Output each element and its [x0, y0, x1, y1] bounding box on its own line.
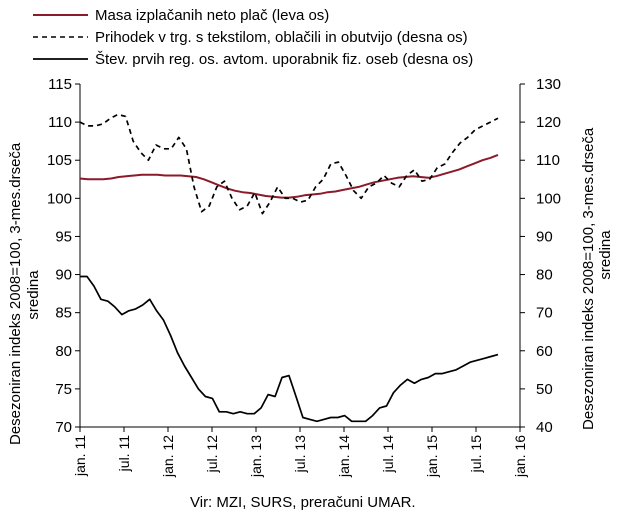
- series-line-1: [79, 113, 499, 215]
- legend-label-textile: Prihodek v trg. s tekstilom, oblačili in…: [95, 29, 468, 46]
- x-tick-label: jan. 12: [160, 435, 176, 478]
- legend-label-cars: Štev. prvih reg. os. avtom. uporabnik fi…: [95, 51, 473, 68]
- left-tick-label: 80: [55, 343, 72, 360]
- x-tick-label: jan. 11: [72, 435, 88, 477]
- x-tick-label: jan. 16: [512, 435, 528, 478]
- right-tick-label: 70: [536, 305, 553, 322]
- right-tick-label: 60: [536, 343, 553, 360]
- x-tick-label: jul. 15: [468, 435, 484, 474]
- series-line-0: [79, 153, 499, 199]
- left-tick-label: 70: [55, 419, 72, 436]
- x-tick-label: jan. 13: [248, 435, 264, 478]
- source-note: Vir: MZI, SURS, preračuni UMAR.: [190, 494, 416, 511]
- right-axis-title-line2: sredina: [597, 230, 614, 280]
- right-tick-label: 90: [536, 228, 553, 245]
- right-axis-title-line1: Desezoniran indeks 2008=100, 3-mes.drseč…: [580, 127, 597, 430]
- left-tick-label: 110: [48, 114, 72, 131]
- series-layer: [79, 113, 499, 423]
- left-tick-label: 115: [48, 76, 72, 93]
- x-tick-label: jul. 11: [116, 435, 132, 473]
- series-line-2: [80, 275, 499, 423]
- right-tick-label: 120: [536, 114, 561, 131]
- right-tick-label: 80: [536, 267, 553, 284]
- x-tick-label: jul. 12: [204, 435, 220, 474]
- right-tick-label: 110: [536, 152, 560, 169]
- right-tick-label: 130: [536, 76, 561, 93]
- x-axis-ticks: jan. 11 jul. 11 jan. 12 jul. 12 jan. 13 jul. …: [72, 427, 528, 478]
- left-tick-label: 85: [55, 305, 72, 322]
- left-axis-ticks: 70 75 80 85 90 95 100 105 110 115: [47, 76, 80, 436]
- right-tick-label: 40: [536, 419, 553, 436]
- legend: Masa izplačanih neto plač (leva os) Prih…: [33, 7, 473, 68]
- right-tick-label: 50: [536, 381, 553, 398]
- left-axis-title-line2: sredina: [25, 270, 42, 320]
- left-tick-label: 90: [55, 267, 72, 284]
- left-tick-label: 105: [47, 152, 72, 169]
- x-tick-label: jan. 15: [424, 435, 440, 478]
- x-tick-label: jan. 14: [336, 435, 352, 478]
- right-tick-label: 100: [536, 190, 561, 207]
- left-axis-title-line1: Desezoniran indeks 2008=100, 3-mes.drseč…: [7, 142, 24, 445]
- left-tick-label: 100: [47, 190, 72, 207]
- legend-label-wages: Masa izplačanih neto plač (leva os): [95, 7, 329, 24]
- left-tick-label: 95: [55, 228, 72, 245]
- x-tick-label: jul. 13: [292, 435, 308, 474]
- left-tick-label: 75: [55, 381, 72, 398]
- x-tick-label: jul. 14: [380, 435, 396, 474]
- right-axis-ticks: 40 50 60 70 80 90 100 110 120 130: [520, 76, 561, 436]
